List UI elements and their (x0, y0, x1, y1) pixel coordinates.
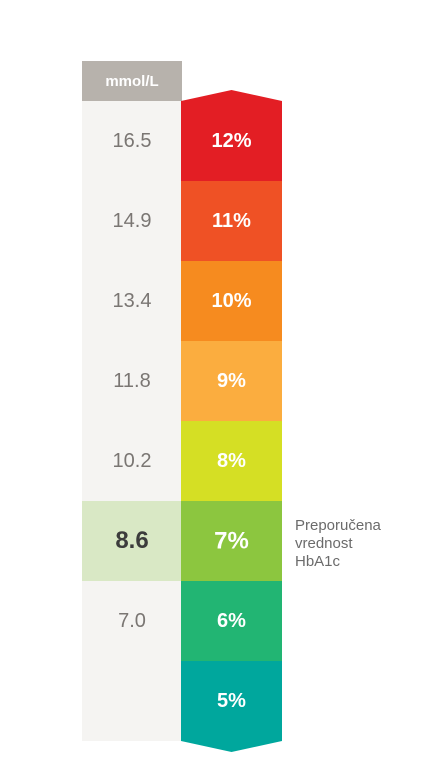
hba1c-color-scale: 12% 11% 10% 9% 8% 7% 6% 5% (181, 90, 282, 752)
hba1c-band-3 (181, 341, 282, 421)
hba1c-label-4: 8% (217, 450, 246, 472)
hba1c-label-0: 12% (211, 130, 251, 152)
hba1c-band-4 (181, 421, 282, 501)
hba1c-label-3: 9% (217, 370, 246, 392)
target-annotation-line-1: Preporučena (295, 517, 381, 534)
hba1c-band-2 (181, 261, 282, 341)
mmol-value-5: 8.6 (82, 501, 182, 581)
target-annotation-line-3: HbA1c (295, 553, 341, 570)
hba1c-label-7: 5% (217, 690, 246, 712)
hba1c-label-6: 6% (217, 610, 246, 632)
hba1c-label-2: 10% (211, 290, 251, 312)
hba1c-band-1 (181, 181, 282, 261)
hba1c-band-6 (181, 581, 282, 661)
hba1c-band-7 (181, 661, 282, 752)
unit-header: mmol/L (82, 61, 182, 101)
mmol-column: 16.5 14.9 13.4 11.8 10.2 8.6 7.0 (82, 101, 182, 741)
mmol-value-6: 7.0 (118, 609, 146, 632)
mmol-value-4: 10.2 (112, 449, 152, 472)
mmol-value-3: 11.8 (113, 369, 151, 392)
target-annotation-line-2: vrednost (295, 535, 353, 552)
mmol-value-1: 14.9 (112, 209, 152, 232)
mmol-value-0: 16.5 (112, 129, 152, 152)
mmol-value-7 (82, 661, 182, 741)
hba1c-band-0 (181, 90, 282, 181)
hba1c-label-1: 11% (212, 210, 251, 232)
target-annotation: Preporučena vrednost HbA1c (295, 517, 415, 571)
hba1c-band-5 (181, 501, 282, 581)
hba1c-label-5: 7% (214, 528, 249, 555)
mmol-value-2: 13.4 (112, 289, 152, 312)
